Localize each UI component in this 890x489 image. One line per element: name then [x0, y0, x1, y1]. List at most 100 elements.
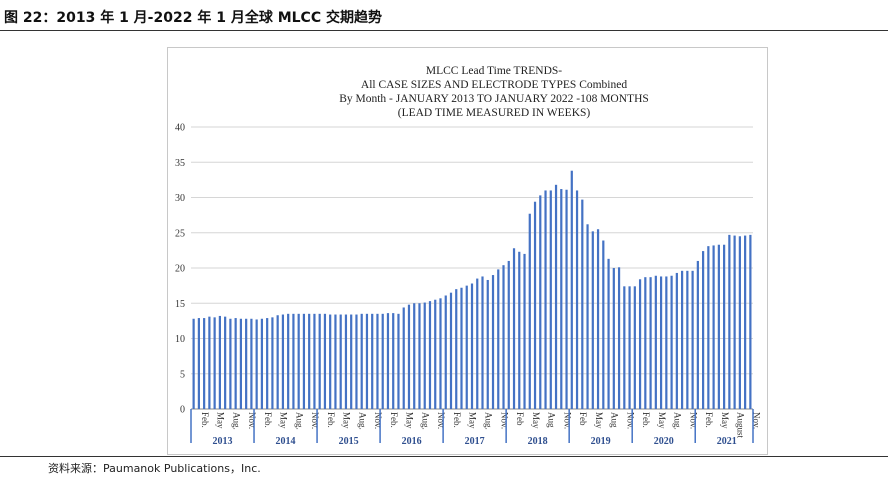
x-month-label: Nov. [310, 412, 320, 429]
bar [192, 318, 195, 409]
bar [723, 244, 726, 409]
bar [518, 251, 521, 409]
x-month-label: Nov. [499, 412, 509, 429]
x-month-label: Aug. [231, 412, 241, 430]
bar [213, 317, 216, 409]
bar [392, 313, 395, 409]
bar [623, 286, 626, 409]
bar [329, 314, 332, 409]
bar [229, 318, 232, 409]
bar [707, 246, 710, 409]
figure-title: 图 22：2013 年 1 月-2022 年 1 月全球 MLCC 交期趋势 [4, 10, 382, 26]
y-tick-label: 35 [175, 158, 185, 169]
bar [397, 313, 400, 409]
bottom-rule [0, 456, 888, 457]
bar [287, 313, 290, 409]
bar [670, 275, 673, 409]
chart-title-line-4: (LEAD TIME MEASURED IN WEEKS) [398, 107, 591, 119]
x-month-label: Feb [515, 412, 525, 426]
x-month-label: August [736, 412, 746, 439]
bar [439, 298, 442, 409]
bar [323, 313, 327, 409]
x-year-label: 2021 [717, 436, 737, 447]
bar [203, 318, 206, 409]
bar [586, 224, 589, 409]
bar [691, 270, 694, 409]
x-month-label: Feb. [704, 412, 714, 428]
bar [528, 213, 531, 409]
bar-series [192, 170, 752, 410]
bar [276, 315, 279, 409]
bar [234, 318, 237, 409]
y-tick-label: 40 [175, 123, 185, 134]
bar [602, 240, 605, 409]
bar [628, 286, 631, 409]
y-tick-label: 30 [175, 193, 185, 204]
bar [696, 260, 699, 409]
bar [502, 265, 505, 409]
x-month-label: Nov. [625, 412, 635, 429]
bar [617, 267, 621, 409]
x-month-label: Feb. [326, 412, 336, 428]
bar [271, 317, 274, 409]
x-year-label: 2017 [465, 436, 485, 447]
bar [533, 201, 537, 409]
x-year-label: 2014 [276, 436, 296, 447]
source-note: 资料来源：Paumanok Publications，Inc. [48, 462, 261, 475]
bar [376, 313, 379, 409]
x-month-label: Nov. [373, 412, 383, 429]
bar [738, 236, 741, 409]
bar [239, 318, 242, 409]
bar [245, 318, 248, 409]
bar [633, 286, 636, 409]
x-month-label: Nov. [436, 412, 446, 429]
bar [297, 313, 300, 409]
x-month-label: May [405, 412, 415, 429]
x-month-label: Aug. [484, 412, 494, 430]
bar [654, 275, 657, 409]
mlcc-lead-time-chart: MLCC Lead Time TRENDS- All CASE SIZES AN… [167, 47, 768, 455]
bar [465, 285, 468, 410]
bar [665, 276, 668, 409]
bar [612, 268, 615, 409]
bar [313, 313, 316, 409]
x-year-label: 2016 [402, 436, 422, 447]
bar [365, 313, 369, 409]
x-year-label: 2013 [213, 436, 233, 447]
top-rule [0, 30, 888, 31]
bar [460, 287, 463, 409]
chart-title-line-3: By Month - JANUARY 2013 TO JANUARY 2022 … [339, 93, 649, 105]
bar [512, 248, 516, 409]
x-month-label: Feb. [641, 412, 651, 428]
bar [434, 299, 437, 409]
bar [560, 189, 563, 409]
bar [575, 190, 579, 409]
bar [638, 279, 642, 409]
bar [486, 279, 489, 409]
bar [355, 314, 358, 409]
bar [339, 314, 342, 409]
chart-title: MLCC Lead Time TRENDS- All CASE SIZES AN… [339, 65, 649, 119]
x-month-label: May [279, 412, 289, 429]
bar [381, 313, 384, 409]
x-month-label: Aug. [420, 412, 430, 430]
bar [717, 244, 720, 409]
bar [402, 307, 405, 409]
chart-container: MLCC Lead Time TRENDS- All CASE SIZES AN… [167, 47, 768, 455]
bar [250, 318, 253, 409]
bar [565, 189, 568, 409]
bar [554, 184, 558, 409]
x-month-label: May [342, 412, 352, 429]
bar [255, 319, 258, 409]
x-month-label: Aug. [357, 412, 367, 430]
x-month-label: May [468, 412, 478, 429]
bar [702, 251, 705, 409]
bar [539, 195, 542, 409]
x-month-label: May [216, 412, 226, 429]
bar [744, 235, 747, 409]
x-month-label: Feb. [389, 412, 399, 428]
x-month-label: Feb. [263, 412, 273, 428]
x-month-label: May [531, 412, 541, 429]
bar [428, 301, 432, 409]
bar [570, 170, 573, 409]
